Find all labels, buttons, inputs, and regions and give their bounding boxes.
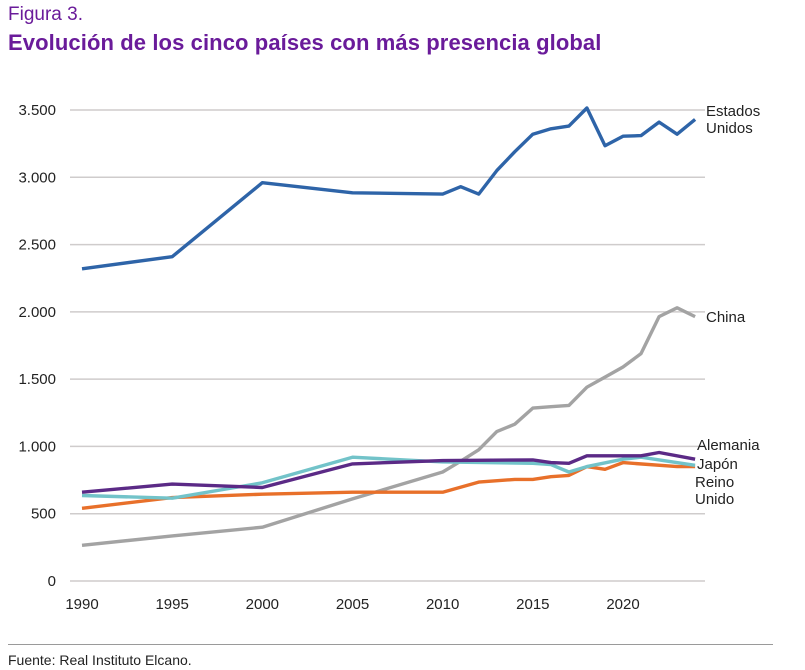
x-axis-ticks: 1990 1995 2000 2005 2010 2015 2020 [65, 596, 639, 613]
x-tick-label: 1990 [65, 596, 98, 613]
y-tick-label: 0 [48, 573, 56, 590]
x-tick-label: 2005 [336, 596, 369, 613]
series-line-alemania [81, 450, 696, 494]
x-tick-label: 2015 [516, 596, 549, 613]
series-label-reino-unido: Unido [695, 491, 734, 508]
series-line-estados-unidos [81, 106, 697, 271]
series-label-japon: Japón [697, 456, 738, 473]
series-label-alemania: Alemania [697, 437, 760, 454]
figure-label: Figura 3. [8, 4, 83, 25]
series-line-reino-unido [81, 460, 696, 510]
y-tick-label: 2.000 [18, 304, 56, 321]
y-tick-label: 2.500 [18, 237, 56, 254]
series-label-reino-unido: Reino [695, 474, 734, 491]
chart-title: Evolución de los cinco países con más pr… [8, 30, 602, 55]
y-tick-label: 1.000 [18, 438, 56, 455]
footer-divider [8, 644, 773, 645]
series-line-china [81, 306, 696, 547]
x-tick-label: 2000 [246, 596, 279, 613]
y-tick-label: 500 [31, 506, 56, 523]
series-label-china: China [706, 309, 746, 326]
y-tick-label: 3.000 [18, 169, 56, 186]
source-note: Fuente: Real Instituto Elcano. [8, 652, 192, 668]
series-label-estados-unidos: Estados [706, 103, 760, 120]
series-lines [81, 106, 697, 547]
y-tick-label: 3.500 [18, 102, 56, 119]
x-tick-label: 2020 [606, 596, 639, 613]
y-axis-ticks: 0 500 1.000 1.500 2.000 2.500 3.000 3.500 [18, 102, 56, 590]
x-tick-label: 1995 [155, 596, 188, 613]
series-label-estados-unidos: Unidos [706, 120, 753, 137]
y-tick-label: 1.500 [18, 371, 56, 388]
grid-lines [70, 109, 705, 582]
x-tick-label: 2010 [426, 596, 459, 613]
